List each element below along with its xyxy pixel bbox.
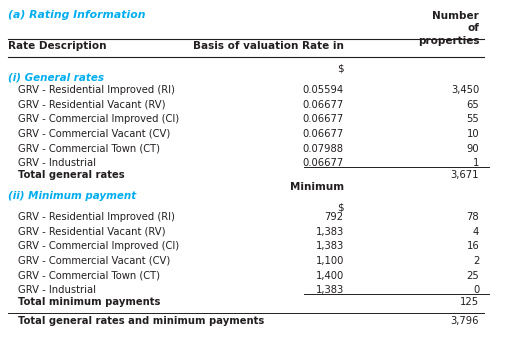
Text: 78: 78 bbox=[466, 212, 479, 222]
Text: 3,450: 3,450 bbox=[451, 85, 479, 95]
Text: 1: 1 bbox=[473, 158, 479, 168]
Text: 3,796: 3,796 bbox=[451, 316, 479, 326]
Text: (ii) Minimum payment: (ii) Minimum payment bbox=[8, 191, 136, 201]
Text: 1,400: 1,400 bbox=[315, 271, 344, 281]
Text: 55: 55 bbox=[466, 114, 479, 124]
Text: Total general rates and minimum payments: Total general rates and minimum payments bbox=[18, 316, 264, 326]
Text: 0.06677: 0.06677 bbox=[303, 100, 344, 110]
Text: 1,383: 1,383 bbox=[315, 241, 344, 252]
Text: 1,100: 1,100 bbox=[315, 256, 344, 266]
Text: Number
of
properties: Number of properties bbox=[418, 11, 479, 46]
Text: 90: 90 bbox=[466, 143, 479, 154]
Text: 0: 0 bbox=[473, 285, 479, 295]
Text: GRV - Commercial Vacant (CV): GRV - Commercial Vacant (CV) bbox=[18, 129, 170, 139]
Text: $: $ bbox=[337, 203, 344, 213]
Text: GRV - Commercial Improved (CI): GRV - Commercial Improved (CI) bbox=[18, 241, 179, 252]
Text: Minimum: Minimum bbox=[289, 182, 344, 192]
Text: GRV - Commercial Town (CT): GRV - Commercial Town (CT) bbox=[18, 271, 160, 281]
Text: 0.07988: 0.07988 bbox=[303, 143, 344, 154]
Text: GRV - Commercial Improved (CI): GRV - Commercial Improved (CI) bbox=[18, 114, 179, 124]
Text: 2: 2 bbox=[473, 256, 479, 266]
Text: Total general rates: Total general rates bbox=[18, 171, 124, 180]
Text: Rate in: Rate in bbox=[302, 41, 344, 51]
Text: 792: 792 bbox=[324, 212, 344, 222]
Text: Total minimum payments: Total minimum payments bbox=[18, 297, 160, 307]
Text: GRV - Commercial Town (CT): GRV - Commercial Town (CT) bbox=[18, 143, 160, 154]
Text: 4: 4 bbox=[473, 227, 479, 237]
Text: $: $ bbox=[337, 63, 344, 73]
Text: (i) General rates: (i) General rates bbox=[8, 72, 104, 82]
Text: GRV - Industrial: GRV - Industrial bbox=[18, 285, 96, 295]
Text: 0.06677: 0.06677 bbox=[303, 114, 344, 124]
Text: 0.05594: 0.05594 bbox=[303, 85, 344, 95]
Text: 10: 10 bbox=[466, 129, 479, 139]
Text: 16: 16 bbox=[466, 241, 479, 252]
Text: GRV - Industrial: GRV - Industrial bbox=[18, 158, 96, 168]
Text: 1,383: 1,383 bbox=[315, 227, 344, 237]
Text: Rate Description: Rate Description bbox=[8, 41, 106, 51]
Text: 125: 125 bbox=[460, 297, 479, 307]
Text: GRV - Commercial Vacant (CV): GRV - Commercial Vacant (CV) bbox=[18, 256, 170, 266]
Text: GRV - Residential Improved (RI): GRV - Residential Improved (RI) bbox=[18, 212, 175, 222]
Text: 0.06677: 0.06677 bbox=[303, 158, 344, 168]
Text: 25: 25 bbox=[466, 271, 479, 281]
Text: 3,671: 3,671 bbox=[451, 171, 479, 180]
Text: 65: 65 bbox=[466, 100, 479, 110]
Text: GRV - Residential Vacant (RV): GRV - Residential Vacant (RV) bbox=[18, 227, 165, 237]
Text: 0.06677: 0.06677 bbox=[303, 129, 344, 139]
Text: GRV - Residential Improved (RI): GRV - Residential Improved (RI) bbox=[18, 85, 175, 95]
Text: Basis of valuation: Basis of valuation bbox=[193, 41, 299, 51]
Text: (a) Rating Information: (a) Rating Information bbox=[8, 10, 146, 20]
Text: 1,383: 1,383 bbox=[315, 285, 344, 295]
Text: GRV - Residential Vacant (RV): GRV - Residential Vacant (RV) bbox=[18, 100, 165, 110]
